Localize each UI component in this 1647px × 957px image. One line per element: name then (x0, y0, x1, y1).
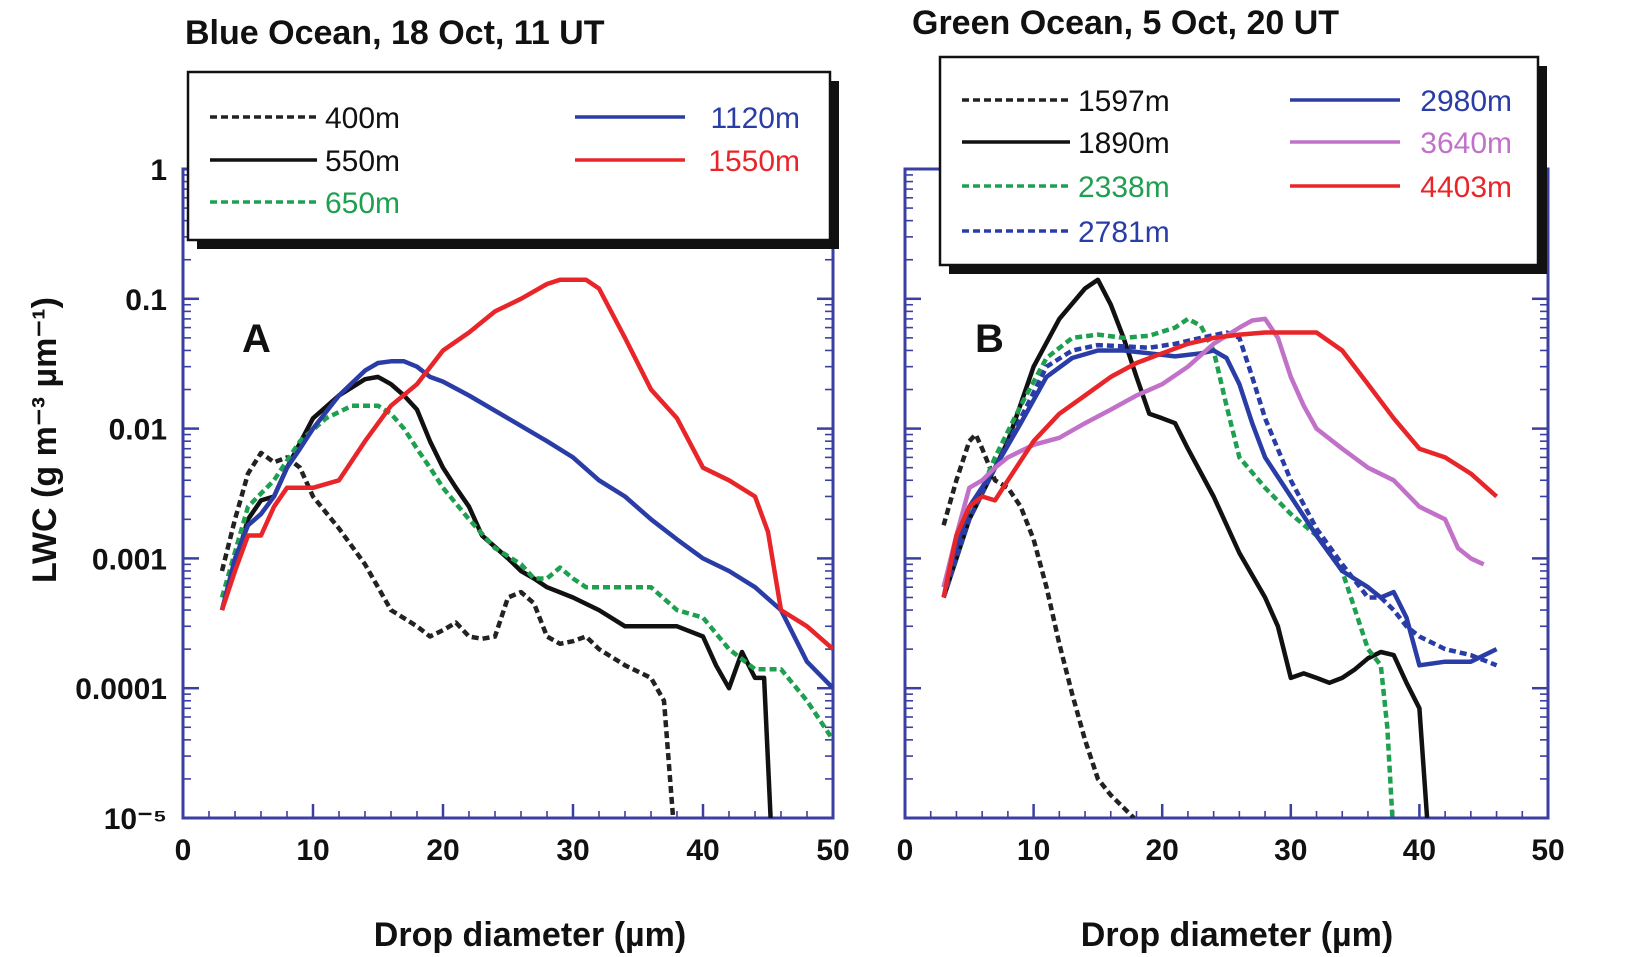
legend-b: 1597m 1890m 2338m 2781m 2980m 3640m 4403m (938, 55, 1547, 274)
legend-label-1550m: 1550m (708, 145, 800, 178)
series-line-1890m (941, 277, 1430, 818)
series-line-2781m (941, 330, 1498, 668)
y-tick-label: 0.001 (92, 543, 167, 576)
chart-title-a: Blue Ocean, 18 Oct, 11 UT (185, 14, 605, 52)
x-tick-label: 40 (1403, 834, 1436, 867)
x-axis-label-b: Drop diameter (µm) (1081, 916, 1393, 954)
x-tick-label: 40 (686, 834, 719, 867)
y-tick-label: 0.1 (125, 284, 167, 317)
series-line-4403m (941, 330, 1499, 598)
x-axis-label-a: Drop diameter (µm) (374, 916, 686, 954)
x-tick-label: 50 (1531, 834, 1564, 867)
y-tick-label: 1 (150, 154, 167, 187)
x-tick-label: 10 (296, 834, 329, 867)
x-tick-label: 20 (426, 834, 459, 867)
panel-label-a: A (242, 317, 271, 361)
x-tick-label: 30 (556, 834, 589, 867)
legend-label-1890m: 1890m (1078, 127, 1170, 160)
x-tick-label: 30 (1274, 834, 1307, 867)
y-tick-label: 0.01 (109, 414, 167, 447)
chart-title-b: Green Ocean, 5 Oct, 20 UT (912, 4, 1339, 42)
x-tick-label: 0 (897, 834, 914, 867)
legend-label-4403m: 4403m (1420, 171, 1512, 204)
legend-label-550m: 550m (325, 145, 400, 178)
y-axis-label: LWC (g m⁻³ µm⁻¹) (26, 297, 64, 583)
x-tick-label: 50 (816, 834, 849, 867)
chart-panel-b: Green Ocean, 5 Oct, 20 UT 0 10 20 30 40 50 B … (897, 4, 1565, 954)
y-tick-label: 0.0001 (75, 673, 167, 706)
series-line-1120m (219, 359, 833, 690)
legend-a: 400m 550m 650m 1120m 1550m (186, 70, 839, 249)
x-tick-label: 0 (175, 834, 192, 867)
series-line-400m (219, 450, 676, 818)
chart-panel-a: Blue Ocean, 18 Oct, 11 UT 10⁻⁵ 0.0001 0.00… (75, 14, 849, 954)
panel-label-b: B (975, 317, 1004, 361)
x-tick-label: 20 (1146, 834, 1179, 867)
x-tick-label: 10 (1017, 834, 1050, 867)
legend-label-2980m: 2980m (1420, 85, 1512, 118)
series-line-1597m (941, 432, 1136, 818)
y-tick-label: 10⁻⁵ (104, 803, 167, 836)
legend-label-1120m: 1120m (710, 102, 800, 135)
series-line-1550m (219, 277, 833, 651)
legend-label-1597m: 1597m (1078, 85, 1170, 118)
legend-box (186, 70, 832, 242)
series-line-650m (219, 403, 833, 742)
legend-label-2338m: 2338m (1078, 171, 1170, 204)
legend-label-3640m: 3640m (1420, 127, 1512, 160)
plot-area-b: 0 10 20 30 40 50 (897, 167, 1565, 867)
series-line-2338m (941, 316, 1395, 818)
series-line-2980m (941, 348, 1498, 668)
series-line-3640m (941, 316, 1485, 588)
legend-label-650m: 650m (325, 187, 400, 220)
legend-label-2781m: 2781m (1078, 216, 1170, 249)
legend-label-400m: 400m (325, 102, 400, 135)
